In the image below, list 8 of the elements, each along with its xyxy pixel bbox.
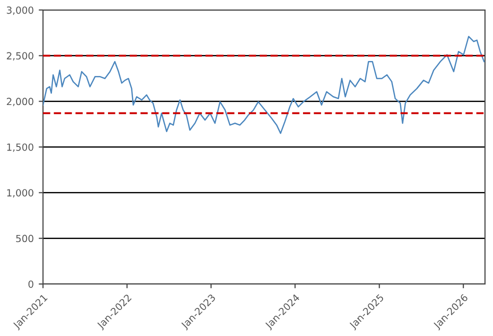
line-series bbox=[43, 36, 485, 134]
y-tick-label: 1,000 bbox=[7, 189, 34, 198]
y-tick-label: 0 bbox=[28, 280, 34, 288]
y-tick-label: 1,500 bbox=[7, 143, 34, 152]
y-tick-label: 3,000 bbox=[6, 6, 34, 15]
y-tick-label: 2,000 bbox=[6, 98, 34, 106]
y-tick-label: 2,500 bbox=[6, 52, 34, 60]
y-tick-label: 500 bbox=[16, 234, 34, 242]
